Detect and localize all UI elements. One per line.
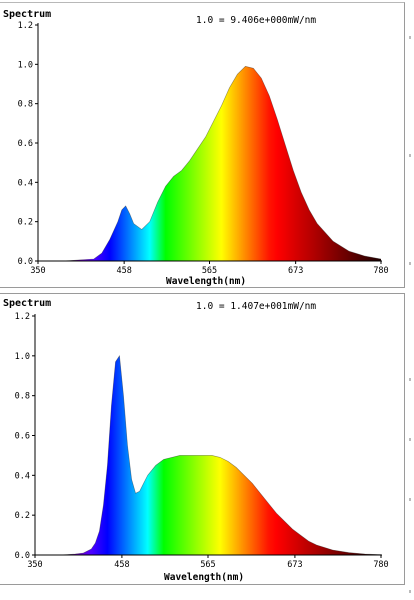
spectrum-line bbox=[35, 354, 382, 556]
y-tick-label: 0.2 bbox=[18, 218, 33, 228]
y-tick-label: 0.2 bbox=[15, 511, 30, 521]
y-tick-label: 0.6 bbox=[18, 139, 33, 149]
normalization-annotation: 1.0 = 1.407e+001mW/nm bbox=[196, 301, 317, 312]
edge-tick-mark bbox=[409, 590, 411, 593]
spectrum-plot-2: 0.0 0.2 0.4 0.6 0.8 1.0 1.2 350 458 565 673 780 bbox=[15, 312, 389, 570]
y-tick-label: 0.0 bbox=[15, 551, 30, 561]
x-tick-label: 673 bbox=[288, 266, 303, 276]
spectrum-line bbox=[38, 65, 382, 262]
edge-tick-mark bbox=[409, 154, 411, 157]
chart-title: Spectrum bbox=[3, 298, 52, 309]
x-tick-label: 458 bbox=[114, 560, 129, 570]
x-axis-label: Wavelength(nm) bbox=[164, 572, 245, 583]
x-tick-label: 350 bbox=[30, 266, 45, 276]
edge-tick-mark bbox=[409, 262, 411, 265]
y-tick-label: 0.8 bbox=[15, 392, 30, 402]
y-tick-label: 1.0 bbox=[15, 352, 30, 362]
chart-title: Spectrum bbox=[3, 9, 52, 20]
x-tick-label: 780 bbox=[373, 560, 388, 570]
y-tick-label: 1.0 bbox=[18, 60, 33, 70]
y-tick-label: 1.2 bbox=[18, 21, 33, 31]
x-axis-label: Wavelength(nm) bbox=[166, 276, 247, 287]
x-tick-label: 565 bbox=[202, 266, 217, 276]
normalization-annotation: 1.0 = 9.406e+000mW/nm bbox=[196, 15, 317, 26]
edge-tick-mark bbox=[409, 378, 411, 381]
y-tick-label: 0.0 bbox=[18, 257, 33, 267]
x-tick-label: 780 bbox=[373, 266, 388, 276]
spectrum-area bbox=[38, 66, 381, 261]
edge-tick-mark bbox=[409, 36, 411, 39]
spectrum-plot-1: 0.0 0.2 0.4 0.6 0.8 1.0 1.2 350 458 565 673 780 bbox=[18, 21, 389, 276]
spectrum-chart-2: 0.0 0.2 0.4 0.6 0.8 1.0 1.2 350 458 565 673 780 Spe… bbox=[0, 293, 405, 585]
edge-tick-mark bbox=[409, 438, 411, 441]
spectrum-chart-1: 0.0 0.2 0.4 0.6 0.8 1.0 1.2 350 458 565 673 780 Spe… bbox=[0, 2, 405, 288]
x-tick-label: 565 bbox=[200, 560, 215, 570]
edge-tick-mark bbox=[409, 498, 411, 501]
x-tick-label: 350 bbox=[27, 560, 42, 570]
y-tick-label: 0.6 bbox=[15, 432, 30, 442]
x-tick-label: 673 bbox=[287, 560, 302, 570]
y-tick-label: 0.4 bbox=[15, 471, 30, 481]
x-tick-label: 458 bbox=[116, 266, 131, 276]
y-tick-label: 1.2 bbox=[15, 312, 30, 322]
y-tick-label: 0.4 bbox=[18, 178, 33, 188]
y-tick-label: 0.8 bbox=[18, 100, 33, 110]
